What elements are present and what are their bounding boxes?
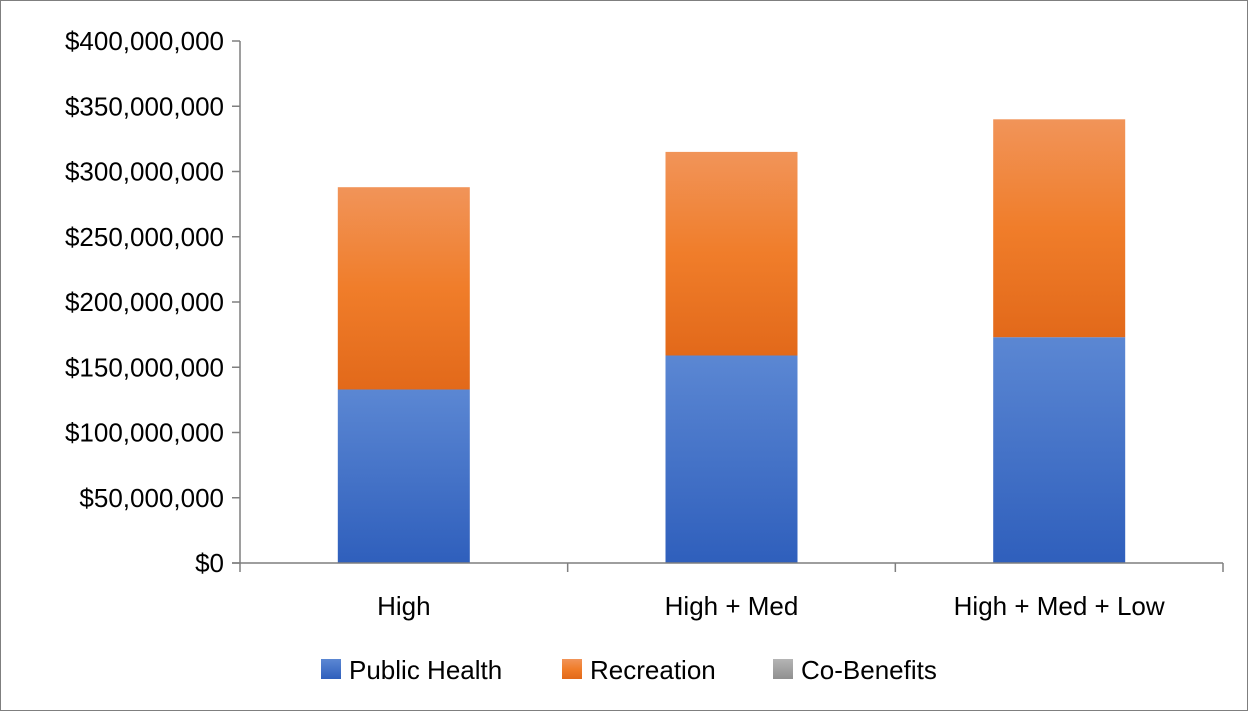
legend-label-public-health: Public Health xyxy=(349,655,502,685)
bar-public-health-high-med-low xyxy=(993,337,1126,563)
legend-swatch-public-health xyxy=(321,659,341,679)
y-tick-label: $250,000,000 xyxy=(65,222,224,252)
y-tick-label: $0 xyxy=(195,548,224,578)
y-tick-label: $50,000,000 xyxy=(79,483,224,513)
y-tick-label: $200,000,000 xyxy=(65,287,224,317)
y-tick-label: $300,000,000 xyxy=(65,157,224,187)
legend-swatch-co-benefits xyxy=(773,659,793,679)
x-category-label-high-med-low: High + Med + Low xyxy=(954,591,1165,621)
y-tick-label: $100,000,000 xyxy=(65,418,224,448)
y-axis-tick-labels: $0 $50,000,000 $100,000,000 $150,000,000 $20… xyxy=(65,26,224,578)
bar-public-health-high xyxy=(337,389,470,563)
y-tick-label: $350,000,000 xyxy=(65,91,224,121)
bar-recreation-high xyxy=(337,187,470,390)
bar-public-health-high-med xyxy=(665,355,798,563)
bar-recreation-high-med xyxy=(665,151,798,356)
legend-label-co-benefits: Co-Benefits xyxy=(801,655,937,685)
y-tick-label: $400,000,000 xyxy=(65,26,224,56)
x-axis-category-labels: High High + Med High + Med + Low xyxy=(377,591,1165,621)
x-category-label-high: High xyxy=(377,591,430,621)
x-category-label-high-med: High + Med xyxy=(665,591,799,621)
y-tick-label: $150,000,000 xyxy=(65,352,224,382)
legend: Public Health Recreation Co-Benefits xyxy=(321,655,937,685)
axes-layer xyxy=(232,40,1224,572)
bars-layer xyxy=(337,119,1126,563)
legend-swatch-recreation xyxy=(562,659,582,679)
legend-label-recreation: Recreation xyxy=(590,655,716,685)
bar-recreation-high-med-low xyxy=(993,119,1126,338)
